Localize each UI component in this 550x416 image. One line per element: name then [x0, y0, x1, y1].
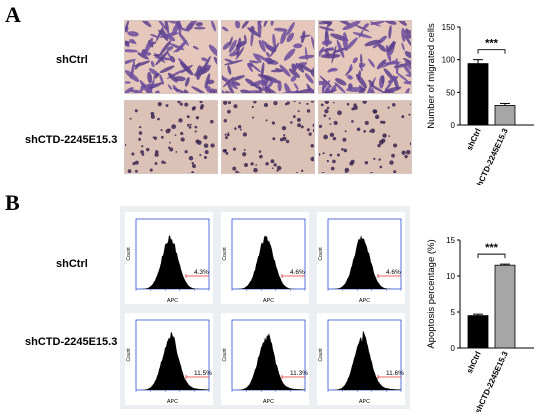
migration-image-tile [124, 100, 218, 174]
chart-b-y-tick-label: 10 [446, 272, 455, 281]
flow-x-axis-label: APC [263, 399, 274, 405]
flow-x-axis-label: APC [167, 298, 178, 304]
flow-histogram-tile: 11.6% APC Count [317, 313, 405, 405]
chart-b-bar-1 [467, 315, 489, 349]
migration-image-tile [124, 20, 218, 94]
panel-a-row-label-shctrl: shCtrl [56, 54, 88, 66]
flow-x-axis-label: APC [359, 399, 370, 405]
chart-a-bar-1 [467, 63, 489, 126]
migrated-cells-stain [222, 21, 314, 93]
migration-image-tile [221, 20, 315, 94]
flow-histogram-tile: 11.5% APC Count [125, 313, 213, 405]
flow-x-axis-label: APC [263, 298, 274, 304]
migrated-cells-stain [125, 21, 217, 93]
chart-a-y-axis-label: Number of migrated cells [426, 23, 437, 129]
migrated-cells-stain [125, 101, 215, 173]
flow-y-axis-label: Count [126, 348, 132, 362]
flow-y-axis-label: Count [318, 247, 324, 261]
migrated-cells-stain [319, 21, 411, 93]
migrated-cells-stain [319, 101, 411, 173]
histogram-fill [232, 332, 305, 390]
panel-b-row-label-shctd: shCTD-2245E15.3 [25, 336, 118, 348]
migration-image-tile [318, 100, 412, 174]
flow-y-axis-label: Count [222, 348, 228, 362]
gate-percentage: 11.5% [194, 370, 212, 377]
chart-a-category-label: shCtrl [465, 127, 483, 152]
chart-a-y-tick-label: 50 [446, 88, 455, 97]
gate-percentage: 4.3% [194, 269, 209, 276]
histogram-fill [136, 235, 209, 289]
flow-histogram-tile: 11.3% APC Count [221, 313, 309, 405]
flow-histogram-tile: 4.3% APC Count [125, 212, 213, 304]
migration-image-tile [318, 20, 412, 94]
chart-a-significance-bracket [477, 49, 506, 54]
chart-a-y-tick-label: 150 [442, 23, 456, 32]
chart-b-bar-2 [494, 264, 516, 349]
panel-a-letter: A [5, 2, 21, 27]
chart-b-significance-bracket [477, 253, 506, 259]
chart-a-y-tick-label: 0 [451, 121, 456, 130]
histogram-fill [328, 330, 401, 390]
flow-y-axis-label: Count [222, 247, 228, 261]
chart-a-significance-label: *** [485, 38, 499, 50]
chart-b-y-tick-label: 0 [451, 344, 456, 353]
histogram-fill [232, 235, 305, 289]
flow-histogram-tile: 4.6% APC Count [221, 212, 309, 304]
flow-y-axis-label: Count [126, 247, 132, 261]
flow-x-axis-label: APC [167, 399, 178, 405]
migration-image-tile [221, 100, 315, 174]
flow-x-axis-label: APC [359, 298, 370, 304]
panel-a-row-label-shctd: shCTD-2245E15.3 [25, 134, 118, 146]
chart-a-bar-2 [494, 105, 516, 126]
migrated-cells-stain [222, 101, 314, 173]
migrated-cells-bar-chart: Number of migrated cells 050100150shCtrls… [426, 23, 534, 185]
chart-b-significance-label: *** [485, 242, 499, 254]
flow-histogram-tile: 4.6% APC Count [317, 212, 405, 304]
chart-b-y-axis-label: Apoptosis percentage (%) [426, 239, 437, 348]
chart-a-y-tick-label: 100 [442, 56, 456, 65]
chart-b-category-label: shCtrl [465, 350, 483, 375]
histogram-fill [328, 235, 401, 289]
histogram-fill [136, 331, 209, 390]
apoptosis-bar-chart: Apoptosis percentage (%) 051015shCtrlshCT… [426, 236, 534, 412]
gate-percentage: 4.6% [290, 269, 305, 276]
panel-b-letter: B [5, 190, 20, 215]
gate-percentage: 4.6% [386, 269, 401, 276]
gate-percentage: 11.6% [386, 370, 404, 377]
chart-b-y-tick-label: 15 [446, 236, 455, 245]
gate-percentage: 11.3% [290, 370, 308, 377]
flow-y-axis-label: Count [318, 348, 324, 362]
chart-b-y-tick-label: 5 [451, 308, 456, 317]
panel-b-row-label-shctrl: shCtrl [56, 258, 88, 270]
